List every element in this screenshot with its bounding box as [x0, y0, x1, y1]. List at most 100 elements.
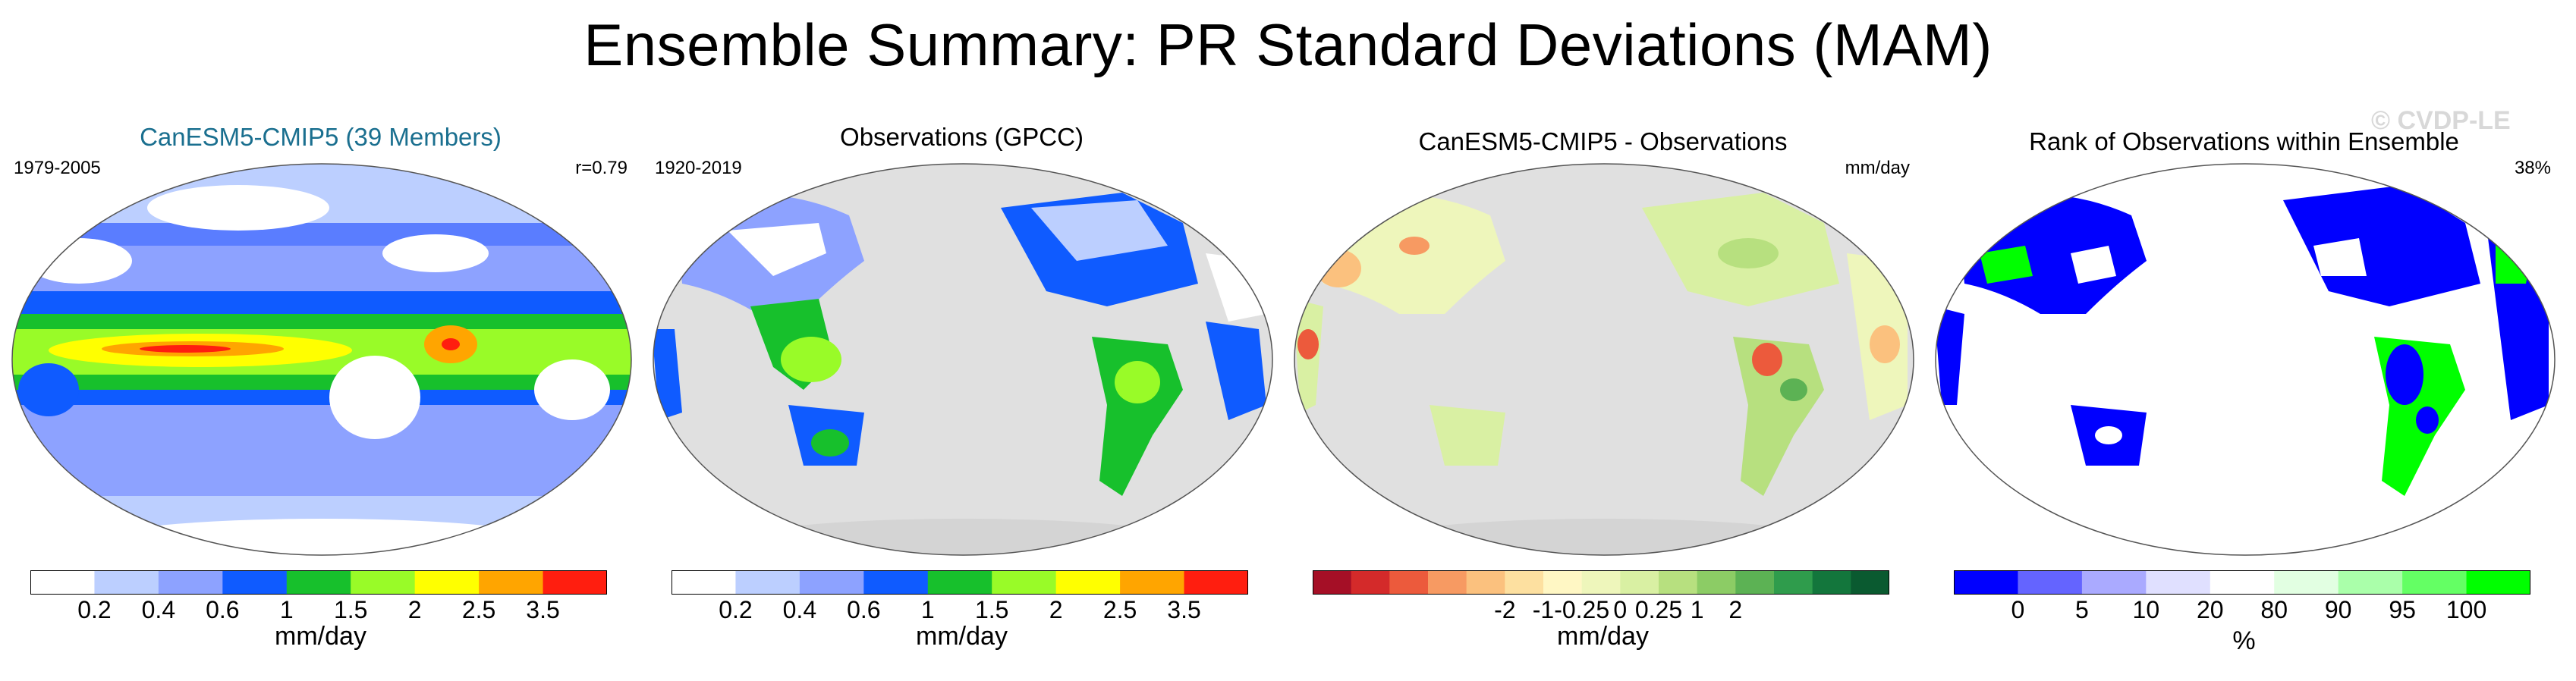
colorbar-outline: [1313, 570, 1889, 595]
colorbar-tick-label: 0: [1613, 596, 1628, 623]
colorbar-tick-label: 0.2: [77, 596, 112, 623]
colorbar-swatch: [1351, 570, 1390, 595]
colorbar-swatch: [672, 570, 736, 595]
colorbar-swatch: [1581, 570, 1621, 595]
colorbar-tick-label: 1.5: [974, 596, 1009, 623]
colorbar-tick-label: 0: [2011, 596, 2025, 623]
colorbar-tick-label: 1.5: [333, 596, 368, 623]
colorbar-tick-label: 2: [1728, 596, 1743, 623]
colorbar-tick-label: 0.6: [847, 596, 881, 623]
period-label: 1920-2019: [655, 158, 742, 178]
colorbar-tick-label: 0.25: [1634, 596, 1683, 623]
colorbar-swatch: [1184, 570, 1248, 595]
colorbar-swatch: [1120, 570, 1185, 595]
colorbar-tick-label: 0.4: [141, 596, 176, 623]
colorbar-swatch: [94, 570, 159, 595]
colorbar-tick-label: 2.5: [1102, 596, 1137, 623]
colorbar-label: %: [2232, 626, 2256, 655]
colorbar-swatch: [1313, 570, 1352, 595]
colorbar-label: mm/day: [1557, 622, 1649, 651]
panel-observations: Observations (GPCC) 1920-2019 mm/day 0.2…: [641, 114, 1282, 681]
panel-title: CanESM5-CMIP5 - Observations: [1418, 127, 1788, 155]
map-difference: [1294, 163, 1914, 556]
colorbar-swatch: [1954, 570, 2018, 595]
colorbar-tick-label: 3.5: [1167, 596, 1201, 623]
colorbar-tick-label: 1: [279, 596, 294, 623]
colorbar-outline: [1954, 570, 2530, 595]
colorbar-tick-label: 5: [2074, 596, 2089, 623]
map-observations: [653, 163, 1273, 556]
colorbar-label: mm/day: [916, 622, 1008, 651]
colorbar-swatch: [2402, 570, 2467, 595]
colorbar-swatch: [2338, 570, 2403, 595]
colorbar: [672, 570, 1248, 595]
colorbar-swatch: [992, 570, 1057, 595]
colorbar-tick-label: 3.5: [526, 596, 560, 623]
colorbar: [30, 570, 607, 595]
colorbar: [1313, 570, 1889, 595]
colorbar-swatch: [1543, 570, 1583, 595]
colorbar-swatch: [1466, 570, 1505, 595]
colorbar-swatch: [158, 570, 223, 595]
colorbar-tick-label: 95: [2389, 596, 2416, 623]
colorbar-swatch: [1389, 570, 1429, 595]
colorbar-swatch: [1735, 570, 1775, 595]
map-rank: [1935, 163, 2556, 556]
colorbar-swatch: [799, 570, 864, 595]
panel-title: CanESM5-CMIP5 (39 Members): [140, 123, 502, 151]
colorbar: [1954, 570, 2530, 595]
colorbar-tick-label: 80: [2260, 596, 2288, 623]
colorbar-tick-label: 0.2: [719, 596, 753, 623]
colorbar-swatch: [479, 570, 544, 595]
colorbar-label: mm/day: [275, 622, 366, 651]
colorbar-swatch: [1505, 570, 1544, 595]
panel-rank: Rank of Observations within Ensemble 38%…: [1923, 114, 2565, 681]
colorbar-tick-label: 2: [1049, 596, 1063, 623]
colorbar-tick-label: 1: [1690, 596, 1704, 623]
figure-title: Ensemble Summary: PR Standard Deviations…: [583, 11, 1993, 78]
units-label: mm/day: [1845, 158, 1910, 178]
colorbar-tick-label: -1: [1532, 596, 1555, 623]
colorbar-swatch: [927, 570, 992, 595]
colorbar-swatch: [1659, 570, 1698, 595]
colorbar-swatch: [2466, 570, 2530, 595]
colorbar-tick-label: 100: [2445, 596, 2487, 623]
colorbar-outline: [672, 570, 1248, 595]
panel-difference: CanESM5-CMIP5 - Observations mm/day mm/d…: [1282, 114, 1923, 681]
correlation-label: r=0.79: [575, 158, 627, 178]
colorbar-tick-label: 0.6: [206, 596, 240, 623]
colorbar-outline: [30, 570, 607, 595]
colorbar-tick-label: -2: [1494, 596, 1516, 623]
panel-title: Rank of Observations within Ensemble: [2029, 127, 2459, 155]
panel-model: CanESM5-CMIP5 (39 Members) 1979-2005 r=0…: [0, 114, 641, 681]
colorbar-swatch: [2018, 570, 2083, 595]
colorbar-tick-label: 2: [407, 596, 422, 623]
colorbar-swatch: [30, 570, 95, 595]
colorbar-swatch: [414, 570, 480, 595]
colorbar-swatch: [2274, 570, 2339, 595]
colorbar-swatch: [543, 570, 607, 595]
period-label: 1979-2005: [14, 158, 101, 178]
watermark: © CVDP-LE: [2371, 106, 2511, 135]
colorbar-tick-label: -0.25: [1554, 596, 1610, 623]
colorbar-swatch: [735, 570, 800, 595]
colorbar-swatch: [1055, 570, 1121, 595]
colorbar-tick-label: 2.5: [461, 596, 496, 623]
colorbar-swatch: [1812, 570, 1851, 595]
colorbar-swatch: [1697, 570, 1736, 595]
colorbar-swatch: [222, 570, 288, 595]
colorbar-swatch: [863, 570, 929, 595]
colorbar-swatch: [2081, 570, 2147, 595]
colorbar-swatch: [1620, 570, 1659, 595]
colorbar-swatch: [2210, 570, 2275, 595]
map-model: [11, 163, 632, 556]
colorbar-swatch: [286, 570, 351, 595]
colorbar-swatch: [2146, 570, 2211, 595]
panel-title: Observations (GPCC): [840, 123, 1084, 151]
colorbar-tick-label: 1: [920, 596, 935, 623]
rank-percent-label: 38%: [2514, 158, 2551, 178]
colorbar-swatch: [1851, 570, 1889, 595]
colorbar-tick-label: 0.4: [782, 596, 817, 623]
colorbar-tick-label: 90: [2324, 596, 2352, 623]
colorbar-swatch: [351, 570, 416, 595]
